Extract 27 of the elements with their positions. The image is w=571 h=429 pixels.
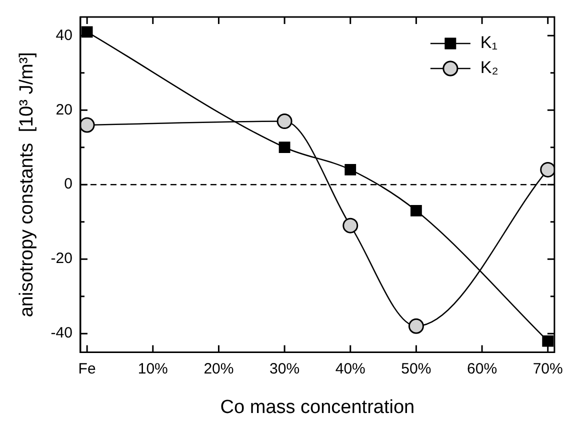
y-tick-label: -20 — [50, 250, 72, 268]
x-tick-label: 40% — [335, 360, 366, 378]
x-tick-label: 50% — [401, 360, 432, 378]
legend-label: K₂ — [480, 58, 498, 78]
x-tick-label: 10% — [138, 360, 168, 378]
point — [344, 164, 356, 176]
point — [542, 335, 554, 347]
x-axis-title: Co mass concentration — [220, 396, 415, 418]
x-tick-label: 20% — [204, 360, 234, 378]
point — [540, 162, 554, 178]
legend-label: K₁ — [480, 33, 498, 52]
y-tick-label: 0 — [64, 176, 72, 193]
point — [342, 218, 358, 234]
x-tick-label: 30% — [270, 360, 300, 378]
y-tick-label: 20 — [56, 101, 72, 118]
x-tick-label: 60% — [467, 360, 498, 378]
y-axis-title: anisotropy constants [10³ J/m³] — [16, 52, 38, 318]
point — [278, 142, 290, 154]
point — [408, 318, 424, 334]
y-tick-label: -40 — [50, 324, 72, 342]
point — [80, 117, 95, 133]
point — [81, 26, 93, 38]
x-tick-label: Fe — [78, 360, 96, 378]
point — [276, 114, 292, 130]
y-tick-label: 40 — [56, 26, 72, 44]
point — [410, 204, 422, 216]
x-tick-label: 70% — [532, 360, 563, 378]
